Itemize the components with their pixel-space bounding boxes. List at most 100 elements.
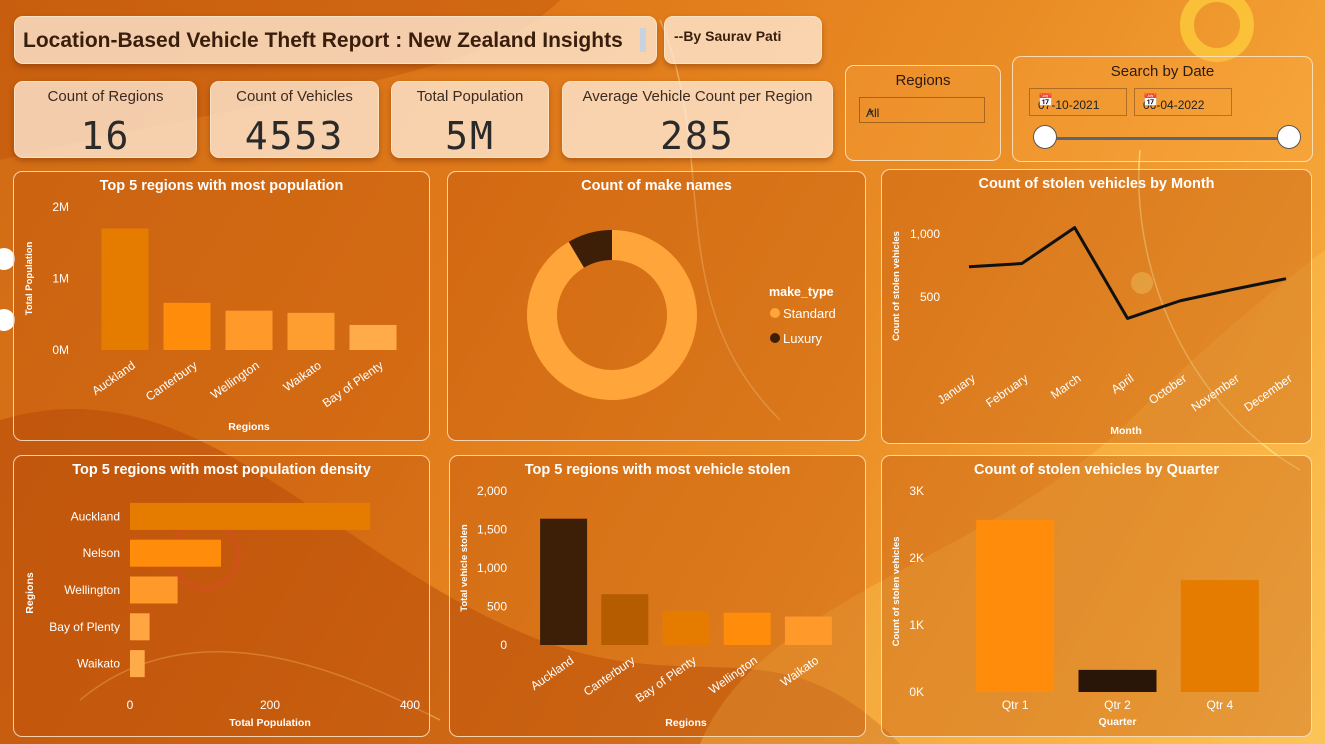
x-axis-label: Quarter — [1099, 716, 1137, 728]
legend-marker — [770, 308, 780, 318]
bar — [101, 228, 149, 350]
legend-label: Luxury — [783, 331, 823, 346]
y-tick-label: 2K — [909, 551, 924, 565]
y-tick-label: Nelson — [83, 546, 120, 560]
chart-title: Count of stolen vehicles by Month — [978, 176, 1215, 192]
y-tick-label: 0M — [52, 343, 69, 357]
chart-population-panel: Top 5 regions with most population 0M 1M 2… — [13, 171, 430, 441]
x-tick-label: Qtr 4 — [1206, 698, 1233, 712]
y-tick-label: 500 — [920, 290, 940, 304]
chart-title: Count of stolen vehicles by Quarter — [974, 462, 1219, 478]
regions-filter: Regions All ⌄ — [845, 65, 1001, 161]
x-tick-label: March — [1048, 371, 1083, 402]
end-date-input[interactable]: 06-04-2022 📅 — [1134, 88, 1232, 116]
y-tick-label: Bay of Plenty — [49, 620, 120, 634]
chart-month-panel: Count of stolen vehicles by Month 500 1,0… — [881, 169, 1312, 444]
x-tick-label: Qtr 1 — [1002, 698, 1029, 712]
kpi-average-vehicle-count: Average Vehicle Count per Region 285 — [562, 81, 833, 158]
report-title-card: Location-Based Vehicle Theft Report : Ne… — [14, 16, 657, 64]
date-slider-start-handle[interactable] — [1033, 125, 1057, 149]
y-tick-label: Auckland — [71, 509, 120, 523]
bar — [287, 312, 335, 350]
legend-label: Standard — [783, 306, 836, 321]
chart-quarter-panel: Count of stolen vehicles by Quarter 0K 1K… — [881, 455, 1312, 737]
author-label: --By Saurav Pati — [674, 28, 782, 44]
y-axis-label: Regions — [24, 572, 36, 614]
month-line-chart: 500 1,000 January February March April October… — [891, 226, 1295, 437]
bar — [723, 612, 771, 645]
x-tick-label: Canterbury — [143, 358, 200, 404]
y-tick-label: 0K — [909, 685, 924, 699]
donut-slice — [568, 230, 612, 268]
y-tick-label: 2M — [52, 200, 69, 214]
y-axis-label: Count of stolen vehicles — [891, 231, 902, 341]
kpi-label: Count of Regions — [47, 88, 164, 105]
x-tick-label: Wellington — [706, 653, 760, 696]
bar — [662, 611, 710, 645]
regions-filter-label: Regions — [895, 72, 951, 89]
regions-dropdown-value: All — [866, 106, 880, 120]
x-tick-label: April — [1109, 371, 1137, 396]
x-tick-label: January — [935, 371, 978, 407]
bar — [225, 310, 273, 350]
chart-density-panel: Top 5 regions with most population densi… — [13, 455, 430, 737]
donut-slice — [527, 230, 697, 400]
x-axis-label: Month — [1110, 425, 1142, 437]
x-tick-label: November — [1189, 371, 1242, 414]
y-axis-label: Count of stolen vehicles — [891, 537, 902, 647]
chevron-down-icon: ⌄ — [866, 102, 877, 116]
bar — [540, 518, 588, 645]
x-tick-label: Canterbury — [581, 653, 638, 699]
series-line — [968, 226, 1287, 320]
make-donut-chart: make_type Standard Luxury — [527, 230, 836, 400]
x-tick-label: 400 — [400, 698, 420, 712]
x-axis-label: Regions — [228, 421, 270, 433]
kpi-label: Average Vehicle Count per Region — [582, 88, 813, 105]
start-date-value: 07-10-2021 — [1038, 98, 1100, 112]
x-tick-label: 200 — [260, 698, 280, 712]
quarter-bar-chart: 0K 1K 2K 3K Qtr 1 Qtr 2 Qtr 4 Quarter Count of s… — [891, 484, 1259, 728]
report-title: Location-Based Vehicle Theft Report : Ne… — [23, 29, 623, 52]
y-tick-label: 3K — [909, 484, 924, 498]
kpi-label: Count of Vehicles — [236, 88, 353, 105]
x-tick-label: Waikato — [778, 653, 821, 689]
date-slider-track[interactable] — [1046, 137, 1290, 140]
stolen-bar-chart: 0 500 1,000 1,500 2,000 Auckland CanterburyBay… — [459, 484, 832, 729]
y-tick-label: 1,000 — [477, 561, 507, 575]
end-date-value: 06-04-2022 — [1143, 98, 1205, 112]
author-card: --By Saurav Pati — [664, 16, 822, 64]
bar — [130, 650, 145, 678]
x-tick-label: Auckland — [528, 653, 576, 693]
bar — [976, 519, 1055, 692]
kpi-value: 4553 — [244, 114, 345, 158]
x-tick-label: Auckland — [89, 358, 137, 398]
kpi-count-of-vehicles: Count of Vehicles 4553 — [210, 81, 379, 158]
kpi-count-of-regions: Count of Regions 16 — [14, 81, 197, 158]
x-tick-label: February — [983, 371, 1030, 410]
chart-title: Top 5 regions with most vehicle stolen — [524, 462, 791, 478]
x-tick-label: Wellington — [208, 358, 262, 401]
kpi-value: 16 — [80, 114, 131, 158]
bar — [1078, 669, 1157, 692]
date-slider-end-handle[interactable] — [1277, 125, 1301, 149]
bar — [130, 539, 221, 567]
calendar-icon[interactable]: 📅 — [1143, 93, 1158, 107]
y-tick-label: 0 — [500, 638, 507, 652]
legend-title: make_type — [769, 285, 834, 299]
bar — [1180, 580, 1259, 692]
regions-dropdown[interactable]: All ⌄ — [859, 97, 985, 123]
calendar-icon[interactable]: 📅 — [1038, 93, 1053, 107]
bar — [163, 302, 211, 350]
start-date-input[interactable]: 07-10-2021 📅 — [1029, 88, 1127, 116]
density-bar-chart: Auckland Nelson Wellington Bay of Plenty Wai… — [24, 502, 420, 729]
bar — [130, 576, 178, 604]
x-tick-label: 0 — [127, 698, 134, 712]
chart-make-panel: Count of make names make_type Standard Lux… — [447, 171, 866, 441]
y-tick-label: 2,000 — [477, 484, 507, 498]
x-tick-label: Bay of Plenty — [320, 358, 386, 410]
chart-title: Top 5 regions with most population densi… — [72, 462, 371, 478]
y-tick-label: Wellington — [64, 583, 120, 597]
x-axis-label: Regions — [665, 717, 707, 729]
bar — [130, 502, 371, 530]
bar — [349, 324, 397, 350]
